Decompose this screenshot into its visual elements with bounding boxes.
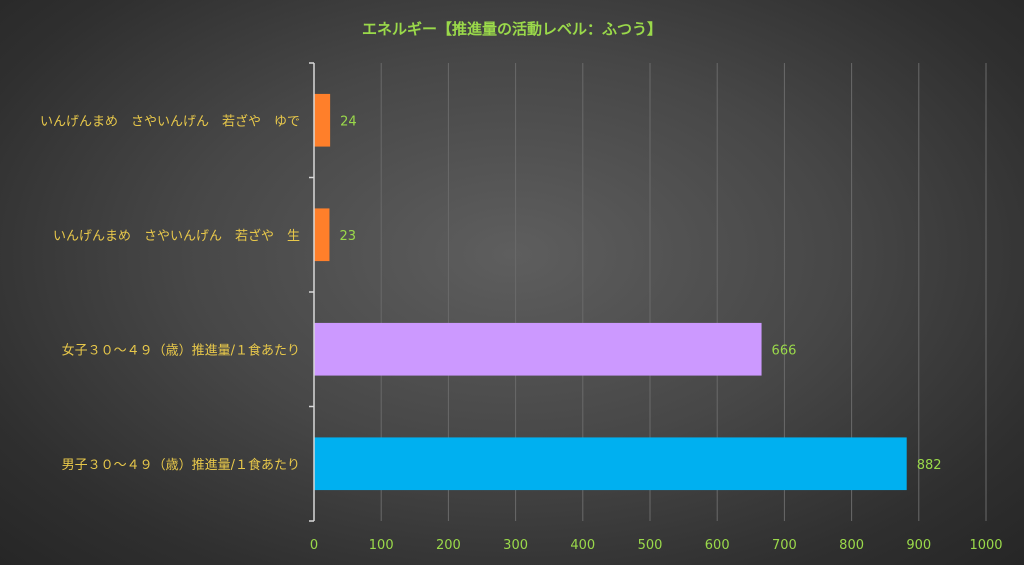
x-tick-label: 500 xyxy=(638,538,663,553)
category-label: いんげんまめ さやいんげん 若ざや 生 xyxy=(53,228,300,244)
x-tick-label: 700 xyxy=(772,538,797,553)
x-tick-label: 0 xyxy=(310,538,318,553)
bar xyxy=(314,93,331,147)
category-label: いんげんまめ さやいんげん 若ざや ゆで xyxy=(40,113,300,129)
bar xyxy=(314,437,907,491)
gridlines xyxy=(380,63,987,521)
data-label: 24 xyxy=(340,114,357,129)
data-label: 882 xyxy=(917,458,942,473)
bar xyxy=(314,322,762,376)
labels: 0 100 200 300 400 500 600 700 800 900 1000 いんげんまめ さ… xyxy=(40,113,1003,553)
chart-title: エネルギー【推進量の活動レベル：ふつう】 xyxy=(362,20,662,38)
bar xyxy=(314,208,330,262)
x-tick-label: 800 xyxy=(839,538,864,553)
data-label: 23 xyxy=(339,229,356,244)
data-label: 666 xyxy=(772,343,797,358)
x-tick-label: 900 xyxy=(906,538,931,553)
category-label: 男子３０～４９（歳）推進量/１食あたり xyxy=(62,457,300,473)
x-tick-label: 200 xyxy=(436,538,461,553)
x-tick-label: 600 xyxy=(705,538,730,553)
x-tick-label: 100 xyxy=(369,538,394,553)
axes xyxy=(309,62,315,522)
x-tick-label: 1000 xyxy=(969,538,1002,553)
x-tick-label: 300 xyxy=(503,538,528,553)
bars xyxy=(314,93,907,491)
x-tick-label: 400 xyxy=(570,538,595,553)
category-label: 女子３０～４９（歳）推進量/１食あたり xyxy=(62,342,300,358)
